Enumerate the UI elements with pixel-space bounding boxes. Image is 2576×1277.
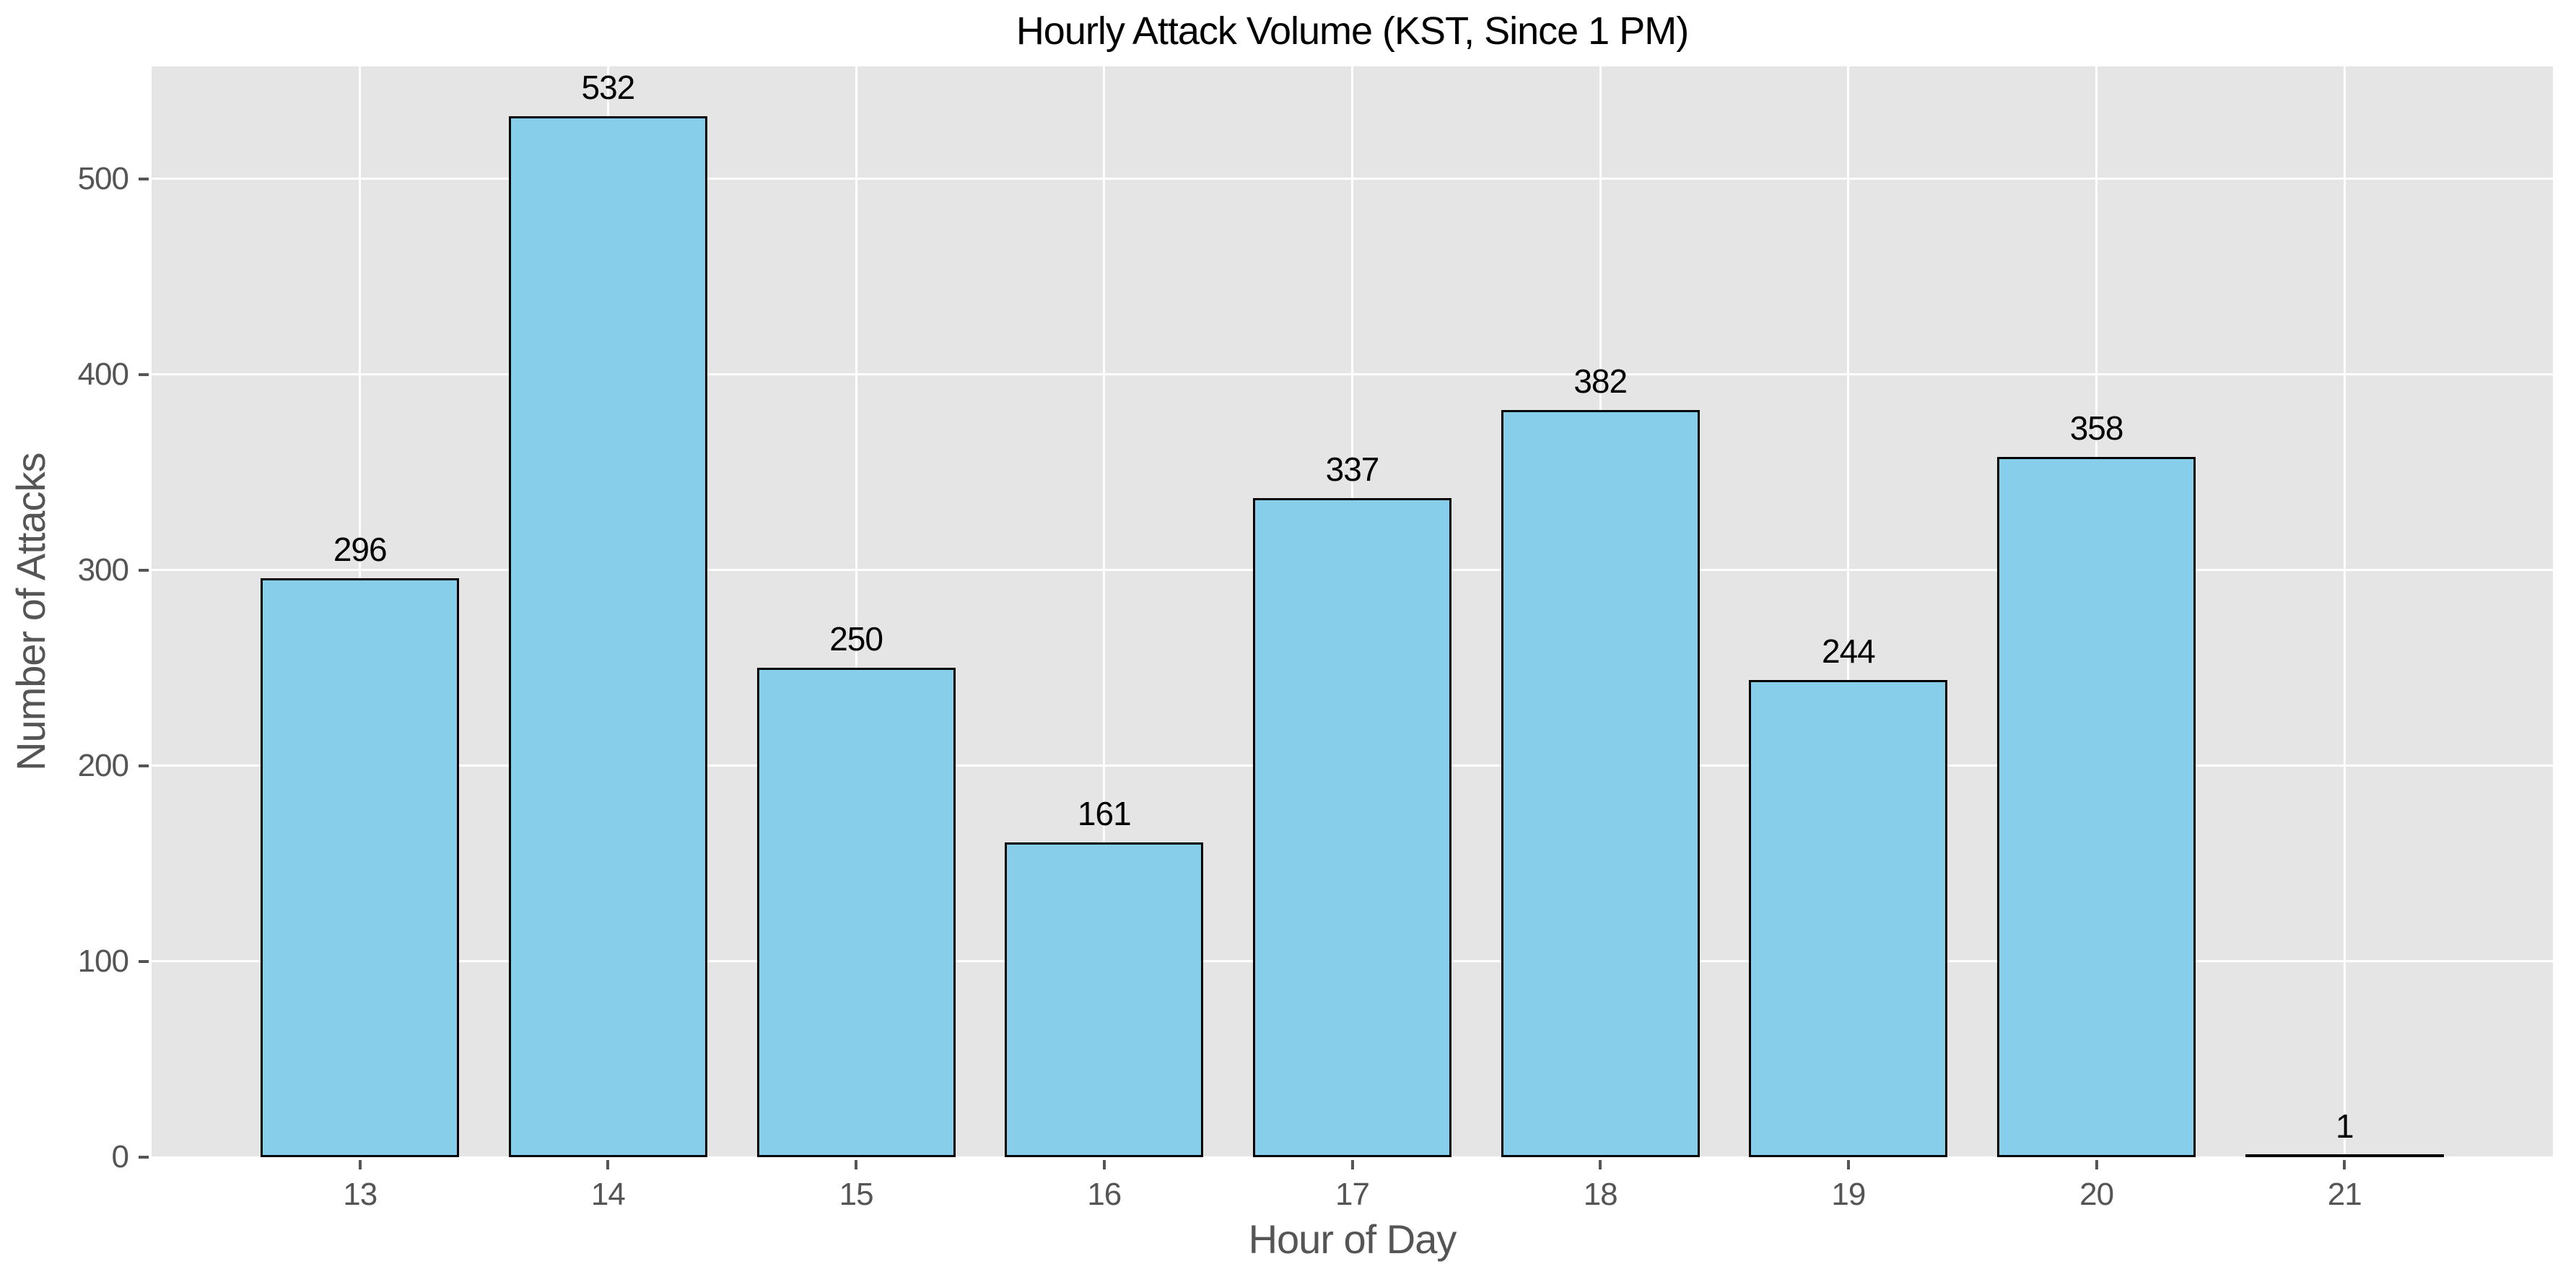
y-tick-label: 300	[77, 552, 129, 588]
y-tick-mark	[139, 764, 149, 767]
bar	[2245, 1154, 2444, 1157]
vertical-gridline	[1847, 66, 1850, 1157]
y-tick-mark	[139, 372, 149, 376]
vertical-gridline	[855, 66, 857, 1157]
bar-value-label: 358	[2069, 409, 2124, 447]
bar	[1253, 497, 1451, 1157]
y-tick-label: 100	[77, 943, 129, 979]
vertical-gridline	[1103, 66, 1106, 1157]
y-tick-mark	[139, 959, 149, 963]
y-tick-mark	[139, 1156, 149, 1159]
x-tick-label: 20	[2079, 1177, 2114, 1212]
horizontal-gridline	[152, 178, 2553, 180]
x-tick-mark	[1102, 1160, 1106, 1169]
x-tick-mark	[855, 1160, 858, 1169]
y-tick-label: 0	[111, 1139, 129, 1174]
x-tick-label: 14	[590, 1177, 626, 1212]
bar	[1501, 409, 1700, 1157]
y-tick-label: 400	[77, 356, 129, 392]
horizontal-gridline	[152, 1156, 2553, 1159]
bar-value-label: 250	[829, 620, 883, 658]
bar-value-label: 337	[1325, 450, 1380, 488]
y-tick-mark	[139, 177, 149, 180]
x-tick-mark	[358, 1160, 362, 1169]
bar	[1749, 679, 1948, 1157]
x-tick-mark	[1846, 1160, 1850, 1169]
x-tick-mark	[1599, 1160, 1602, 1169]
y-axis-title: Number of Attacks	[8, 453, 53, 771]
chart-title: Hourly Attack Volume (KST, Since 1 PM)	[1016, 9, 1689, 53]
plot-area	[152, 66, 2553, 1159]
bar-value-label: 161	[1077, 794, 1132, 832]
bar-value-label: 296	[333, 530, 388, 568]
x-tick-label: 19	[1831, 1177, 1866, 1212]
x-tick-mark	[2343, 1160, 2346, 1169]
bar-value-label: 382	[1573, 362, 1628, 400]
bar	[756, 668, 956, 1157]
x-tick-label: 21	[2327, 1177, 2362, 1212]
x-tick-mark	[1350, 1160, 1354, 1169]
bar	[1005, 842, 1204, 1157]
y-tick-label: 500	[77, 160, 129, 196]
horizontal-gridline	[152, 373, 2553, 376]
bar-value-label: 244	[1822, 632, 1876, 670]
bar	[1997, 456, 2196, 1157]
bar-value-label: 532	[581, 69, 636, 107]
x-tick-label: 17	[1335, 1177, 1370, 1212]
x-axis-title: Hour of Day	[1248, 1216, 1457, 1262]
x-tick-label: 16	[1087, 1177, 1122, 1212]
vertical-gridline	[2343, 66, 2346, 1157]
x-tick-label: 13	[343, 1177, 377, 1212]
bar	[508, 116, 707, 1157]
y-tick-mark	[139, 568, 149, 572]
bar-value-label: 1	[2335, 1107, 2354, 1146]
y-tick-label: 200	[77, 747, 129, 783]
x-tick-label: 15	[839, 1177, 874, 1212]
x-tick-label: 18	[1583, 1177, 1618, 1212]
x-tick-mark	[606, 1160, 610, 1169]
x-tick-mark	[2095, 1160, 2098, 1169]
bar	[261, 578, 460, 1157]
